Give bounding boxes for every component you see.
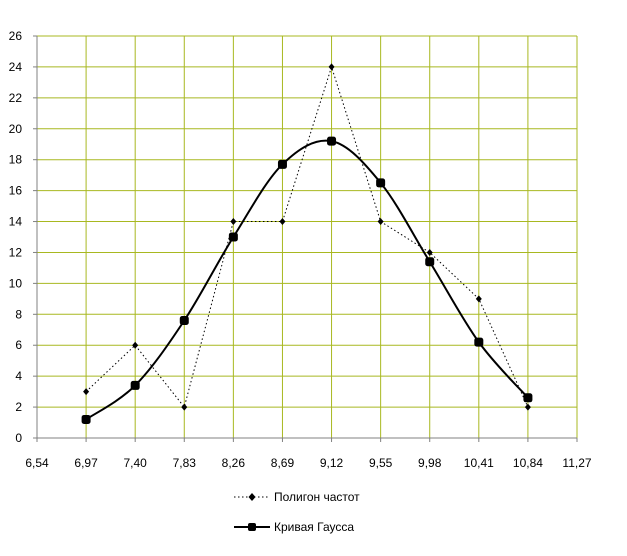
grid [37,35,578,438]
legend-swatch-gauss [234,523,270,531]
x-tick-label: 6,97 [74,456,98,470]
gauss-point [327,136,337,146]
y-tick-label: 2 [15,400,22,414]
x-tick-label: 7,83 [173,456,197,470]
gauss-curve [85,139,529,421]
y-tick-label: 24 [9,60,23,74]
x-tick-label: 9,98 [418,456,442,470]
legend: Полигон частот Кривая Гаусса [232,486,432,546]
series-gauss [81,136,533,424]
x-tick-label: 8,26 [222,456,246,470]
series-polygon [83,63,531,411]
gauss-point [228,232,238,242]
gauss-point [425,257,435,267]
gauss-point [81,414,91,424]
y-tick-label: 26 [9,29,23,43]
x-tick-label: 10,41 [464,456,494,470]
x-tick-label: 9,12 [320,456,344,470]
y-tick-label: 6 [15,338,22,352]
legend-item-gauss: Кривая Гаусса [232,516,432,546]
y-tick-label: 0 [15,431,22,445]
y-tick-label: 22 [9,91,23,105]
polygon-line [85,65,529,409]
y-tick-label: 12 [9,245,23,259]
legend-swatch-polygon [234,493,270,501]
y-tick-label: 18 [9,153,23,167]
x-tick-label: 11,27 [562,456,591,470]
y-tick-label: 16 [9,184,23,198]
polygon-point [475,295,482,303]
polygon-point [83,388,90,396]
x-tick-label: 8,69 [271,456,295,470]
x-tick-labels: 6,54 6,97 7,40 7,83 8,26 8,69 9,12 9,55 9,98 10,4… [25,456,592,470]
gauss-point [179,315,189,325]
y-tick-label: 4 [15,369,22,383]
y-tick-label: 8 [15,307,22,321]
y-tick-label: 10 [9,276,23,290]
legend-item-polygon: Полигон частот [232,486,432,516]
polygon-point [132,341,139,349]
x-tick-label: 7,40 [124,456,148,470]
gauss-point [474,337,484,347]
polygon-point [230,218,237,226]
polygon-point [377,218,384,226]
gauss-point [130,380,140,390]
gauss-point [277,159,287,169]
x-tick-label: 6,54 [25,456,49,470]
y-tick-label: 20 [9,122,23,136]
x-tick-label: 10,84 [513,456,543,470]
polygon-point [426,248,433,256]
gauss-point [376,178,386,188]
legend-label-polygon: Полигон частот [274,490,360,504]
y-tick-label: 14 [9,215,23,229]
polygon-point [181,403,188,411]
x-tick-label: 9,55 [369,456,393,470]
polygon-point [328,63,335,71]
legend-label-gauss: Кривая Гаусса [274,520,355,534]
gauss-point [523,393,533,403]
axes [33,35,578,442]
polygon-point [524,403,531,411]
polygon-point [279,218,286,226]
